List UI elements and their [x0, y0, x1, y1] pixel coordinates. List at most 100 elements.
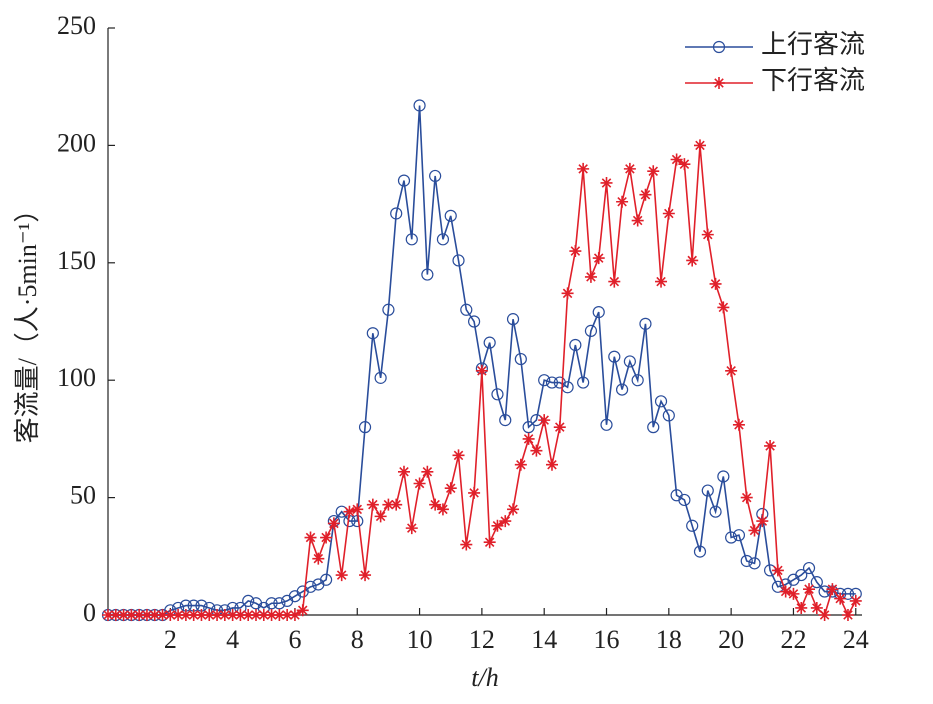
y-tick-label: 50: [70, 481, 96, 510]
point: [312, 552, 325, 565]
point: [475, 364, 488, 377]
point: [382, 498, 395, 511]
point: [608, 350, 621, 363]
point: [748, 557, 761, 570]
point: [577, 162, 590, 175]
point: [242, 594, 255, 608]
point: [514, 458, 527, 471]
point: [841, 587, 855, 600]
point: [187, 609, 200, 621]
point: [569, 338, 582, 352]
point: [655, 275, 668, 288]
point: [725, 531, 738, 544]
legend-marker: [713, 77, 725, 89]
point: [592, 306, 605, 319]
point: [514, 352, 527, 366]
point: [413, 99, 426, 112]
point: [172, 609, 185, 621]
point: [397, 465, 410, 478]
legend-marker: [712, 40, 726, 54]
point: [709, 277, 722, 290]
point: [771, 564, 784, 577]
point: [319, 573, 333, 586]
point: [818, 609, 831, 621]
point: [686, 519, 699, 532]
point: [179, 609, 192, 621]
y-axis-label: 客流量/（人·5min⁻¹）: [13, 197, 42, 444]
point: [787, 587, 800, 600]
point: [359, 569, 372, 582]
point: [226, 609, 239, 621]
point: [211, 609, 224, 621]
x-tick-label: 12: [469, 625, 495, 654]
point: [273, 597, 286, 610]
point: [429, 498, 442, 511]
point: [335, 569, 348, 582]
point: [506, 313, 520, 326]
point: [444, 209, 457, 222]
point: [444, 482, 457, 495]
point: [631, 374, 644, 387]
point: [740, 554, 753, 568]
point: [545, 376, 559, 389]
point: [647, 165, 660, 178]
point: [530, 444, 543, 457]
point: [686, 254, 699, 267]
point: [678, 158, 691, 171]
point: [507, 503, 520, 516]
point: [483, 536, 496, 549]
point: [678, 493, 691, 507]
point: [499, 515, 512, 528]
point: [779, 585, 792, 598]
point: [654, 395, 668, 408]
point: [717, 301, 730, 314]
x-axis-label: t/h: [471, 663, 498, 692]
x-tick-label: 4: [226, 625, 239, 654]
point: [218, 609, 231, 621]
point: [203, 609, 216, 621]
point: [421, 465, 434, 478]
point: [452, 449, 465, 462]
point: [764, 439, 777, 452]
point: [701, 228, 714, 241]
point: [460, 303, 473, 316]
point: [257, 609, 270, 621]
point: [756, 515, 769, 528]
point: [429, 169, 442, 183]
point: [390, 207, 403, 220]
point: [140, 609, 153, 621]
point: [725, 364, 738, 377]
point: [584, 324, 598, 337]
y-tick-label: 250: [57, 11, 96, 40]
point: [522, 421, 535, 434]
point: [577, 376, 590, 389]
point: [374, 371, 387, 384]
point: [600, 418, 613, 431]
point: [795, 601, 808, 614]
point: [662, 207, 675, 220]
point: [592, 252, 605, 265]
point: [709, 505, 722, 518]
point: [608, 275, 621, 288]
point: [273, 609, 286, 621]
point: [569, 245, 582, 258]
point: [452, 254, 465, 267]
point: [405, 233, 418, 246]
point: [795, 568, 808, 582]
point: [499, 414, 512, 427]
point: [662, 409, 675, 422]
point: [467, 315, 481, 328]
point: [397, 174, 411, 187]
y-tick-label: 200: [57, 128, 96, 157]
point: [413, 477, 426, 490]
point: [623, 162, 636, 175]
point: [249, 609, 262, 621]
point: [148, 609, 161, 621]
point: [281, 609, 294, 621]
point: [483, 336, 496, 349]
x-tick-label: 6: [288, 625, 301, 654]
point: [538, 374, 551, 387]
point: [460, 538, 473, 551]
point: [265, 597, 278, 610]
